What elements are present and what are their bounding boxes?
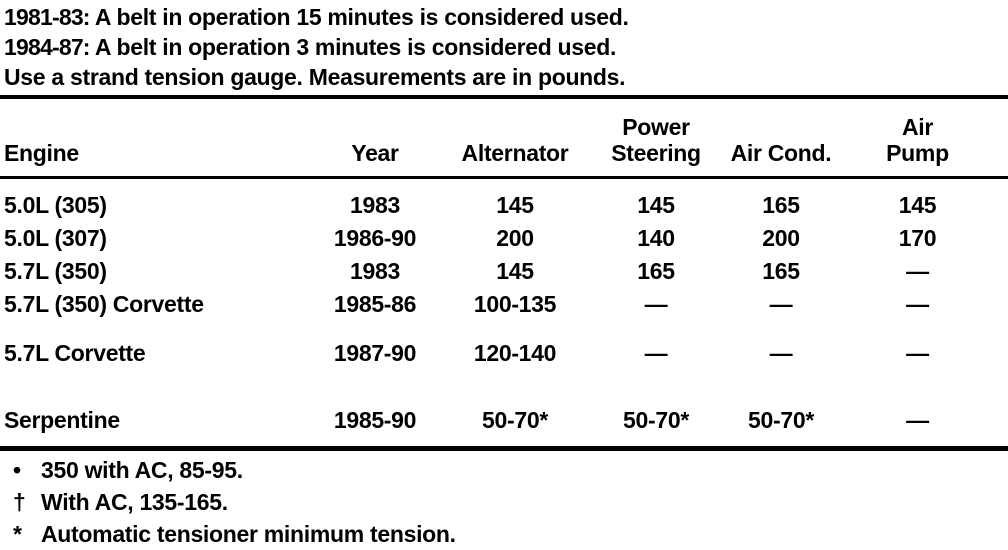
- cell-power-steering: —: [644, 291, 668, 317]
- column-header-label: Engine: [4, 140, 79, 166]
- cell-air-pump: —: [906, 407, 929, 433]
- cell-air-cond: 50-70*: [748, 407, 814, 433]
- dagger-marker-icon: †: [13, 489, 26, 515]
- cell-power-steering: 145: [637, 192, 675, 218]
- intro-line-1984-87: 1984-87: A belt in operation 3 minutes i…: [4, 32, 1004, 62]
- cell-air-pump: —: [906, 291, 929, 317]
- cell-year: 1987-90: [333, 340, 417, 366]
- cell-alternator: 145: [496, 192, 534, 218]
- table-header-rule: [0, 176, 1008, 179]
- cell-power-steering: 140: [637, 225, 675, 251]
- table-row: 5.0L (307) 1986-90 200 140 200 170: [0, 223, 1008, 253]
- footnote-bullet: • 350 with AC, 85-95.: [0, 455, 1008, 485]
- column-header-engine: Engine: [0, 140, 320, 166]
- bullet-marker-icon: •: [13, 457, 21, 483]
- cell-alternator: 145: [496, 258, 534, 284]
- cell-air-pump: 145: [898, 192, 937, 218]
- cell-engine: Serpentine: [4, 407, 120, 433]
- table-row: 5.7L (350) Corvette 1985-86 100-135 — — …: [0, 289, 1008, 319]
- cell-air-cond: 165: [762, 192, 800, 218]
- table-bottom-rule: [0, 446, 1008, 451]
- table-header-row: Engine Year Alternator Power Steering Ai…: [0, 106, 1008, 166]
- cell-alternator: 120-140: [473, 340, 557, 366]
- column-header-power-steering: Power Steering: [600, 114, 712, 166]
- intro-line-text: A belt in operation 3 minutes is conside…: [89, 34, 617, 60]
- cell-power-steering: 50-70*: [623, 407, 689, 433]
- intro-paragraph: 1981-83: A belt in operation 15 minutes …: [4, 2, 1004, 92]
- intro-year-range-label: 1984-87:: [4, 34, 90, 60]
- footnote-text: With AC, 135-165.: [41, 489, 228, 515]
- cell-engine: 5.7L (350): [4, 258, 107, 284]
- cell-air-cond: —: [769, 340, 793, 366]
- cell-year: 1985-86: [333, 291, 417, 317]
- cell-engine: 5.7L Corvette: [4, 340, 146, 366]
- intro-line-gauge-note: Use a strand tension gauge. Measurements…: [4, 62, 1004, 92]
- table-top-rule: [0, 95, 1008, 99]
- cell-engine: 5.7L (350) Corvette: [4, 291, 204, 317]
- cell-air-pump: —: [906, 340, 929, 366]
- column-header-top-label: Power: [622, 114, 690, 140]
- footnote-asterisk: * Automatic tensioner minimum tension.: [0, 519, 1008, 549]
- cell-year: 1983: [350, 258, 400, 284]
- cell-alternator: 50-70*: [482, 407, 548, 433]
- table-row: 5.7L Corvette 1987-90 120-140 — — —: [0, 338, 1008, 368]
- footnote-text: Automatic tensioner minimum tension.: [41, 521, 456, 547]
- intro-line-text: Use a strand tension gauge. Measurements…: [4, 64, 626, 90]
- table-row: 5.0L (305) 1983 145 145 165 145: [0, 190, 1008, 220]
- cell-alternator: 200: [496, 225, 534, 251]
- column-header-label: Steering: [611, 140, 701, 166]
- footnote-text: 350 with AC, 85-95.: [41, 457, 243, 483]
- intro-year-range-label: 1981-83:: [4, 4, 90, 30]
- column-header-air-cond: Air Cond.: [712, 140, 850, 166]
- cell-power-steering: —: [644, 340, 668, 366]
- column-header-label: Pump: [886, 140, 949, 166]
- cell-alternator: 100-135: [473, 291, 557, 317]
- cell-power-steering: 165: [637, 258, 675, 284]
- column-header-year: Year: [320, 140, 430, 166]
- intro-line-1981-83: 1981-83: A belt in operation 15 minutes …: [4, 2, 1004, 32]
- cell-air-cond: —: [769, 291, 793, 317]
- cell-engine: 5.0L (305): [4, 192, 107, 218]
- table-row: Serpentine 1985-90 50-70* 50-70* 50-70* …: [0, 405, 1008, 435]
- table-row: 5.7L (350) 1983 145 165 165 —: [0, 256, 1008, 286]
- column-header-top-label: Air: [901, 114, 934, 140]
- column-header-label: Year: [351, 140, 399, 166]
- intro-line-text: A belt in operation 15 minutes is consid…: [89, 4, 629, 30]
- column-header-alternator: Alternator: [430, 140, 600, 166]
- column-header-label: Air Cond.: [730, 140, 832, 166]
- column-header-label: Alternator: [461, 140, 569, 166]
- cell-year: 1986-90: [333, 225, 417, 251]
- cell-engine: 5.0L (307): [4, 225, 107, 251]
- cell-air-pump: 170: [898, 225, 937, 251]
- cell-air-pump: —: [906, 258, 929, 284]
- cell-air-cond: 200: [762, 225, 800, 251]
- cell-air-cond: 165: [762, 258, 800, 284]
- footnote-dagger: † With AC, 135-165.: [0, 487, 1008, 517]
- cell-year: 1985-90: [333, 407, 417, 433]
- asterisk-marker-icon: *: [13, 521, 22, 547]
- column-header-air-pump: Air Pump: [850, 114, 985, 166]
- cell-year: 1983: [350, 192, 400, 218]
